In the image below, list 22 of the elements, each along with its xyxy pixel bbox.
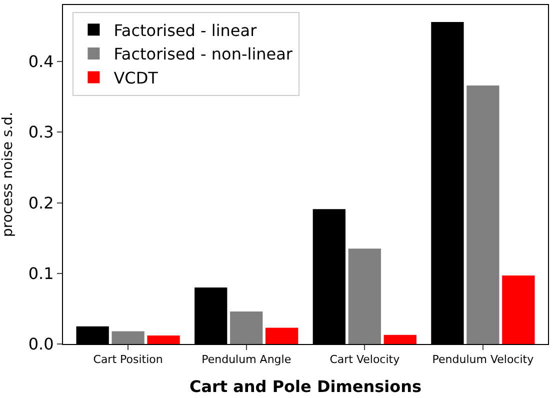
legend-label: VCDT bbox=[114, 68, 158, 88]
x-tick-label: Cart Position bbox=[93, 353, 163, 366]
bar bbox=[112, 331, 144, 344]
x-tick-label: Pendulum Angle bbox=[202, 353, 292, 366]
bar bbox=[348, 248, 381, 344]
bar bbox=[266, 328, 298, 344]
x-axis-title: Cart and Pole Dimensions bbox=[189, 376, 422, 396]
y-tick-label: 0.1 bbox=[28, 264, 54, 283]
y-tick-label: 0.3 bbox=[28, 122, 54, 142]
x-tick-label: Pendulum Velocity bbox=[432, 353, 534, 366]
y-tick-label: 0.2 bbox=[28, 193, 54, 212]
y-axis-title: process noise s.d. bbox=[0, 112, 16, 238]
bar bbox=[230, 312, 263, 344]
bar bbox=[384, 334, 416, 344]
y-tick-label: 0.4 bbox=[28, 52, 54, 72]
legend-label: Factorised - non-linear bbox=[114, 44, 293, 64]
bar bbox=[466, 86, 500, 344]
bar bbox=[502, 275, 535, 344]
y-tick-label: 0.0 bbox=[28, 334, 54, 354]
x-tick-label: Cart Velocity bbox=[330, 353, 400, 366]
legend-label: Factorised - linear bbox=[114, 20, 258, 40]
bar bbox=[147, 336, 180, 344]
